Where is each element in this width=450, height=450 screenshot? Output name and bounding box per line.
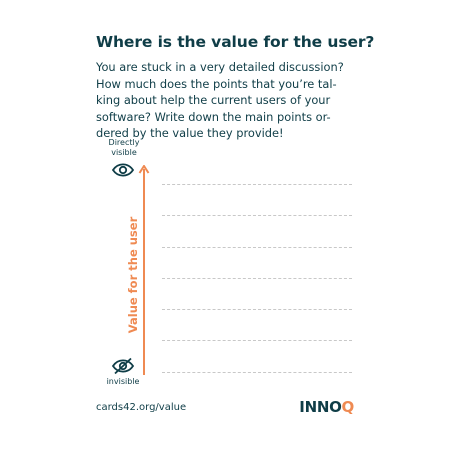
writing-line	[162, 340, 352, 342]
bottom-axis-label: invisible	[106, 377, 140, 386]
value-axis-arrow	[138, 165, 150, 375]
logo-accent: Q	[341, 398, 355, 416]
top-axis-label: Directly visible	[104, 138, 144, 158]
value-axis-label: Value for the user	[126, 216, 140, 334]
eye-icon	[111, 163, 135, 177]
top-axis-label-line1: Directly	[108, 138, 140, 147]
logo-text: INNO	[299, 398, 342, 416]
top-axis-label-line2: visible	[111, 148, 137, 157]
description-line: How much does the points that you’re tal…	[96, 76, 337, 91]
description-line: dered by the value they provide!	[96, 126, 284, 140]
writing-line	[162, 184, 352, 185]
writing-line	[162, 309, 352, 311]
innoq-logo: INNOQ	[299, 398, 354, 416]
footer-url: cards42.org/value	[96, 402, 187, 413]
description-line: king about help the current users of you…	[96, 93, 331, 107]
writing-line	[162, 371, 352, 373]
eye-off-icon	[111, 357, 135, 375]
writing-line	[162, 246, 352, 248]
card-description: You are stuck in a very detailed discuss…	[96, 59, 386, 142]
writing-line	[162, 215, 352, 217]
writing-lines	[162, 184, 352, 403]
description-line: software? Write down the main points or-	[96, 109, 331, 124]
writing-line	[162, 277, 352, 279]
description-line: You are stuck in a very detailed discuss…	[96, 60, 344, 74]
card-title: Where is the value for the user?	[96, 33, 375, 51]
